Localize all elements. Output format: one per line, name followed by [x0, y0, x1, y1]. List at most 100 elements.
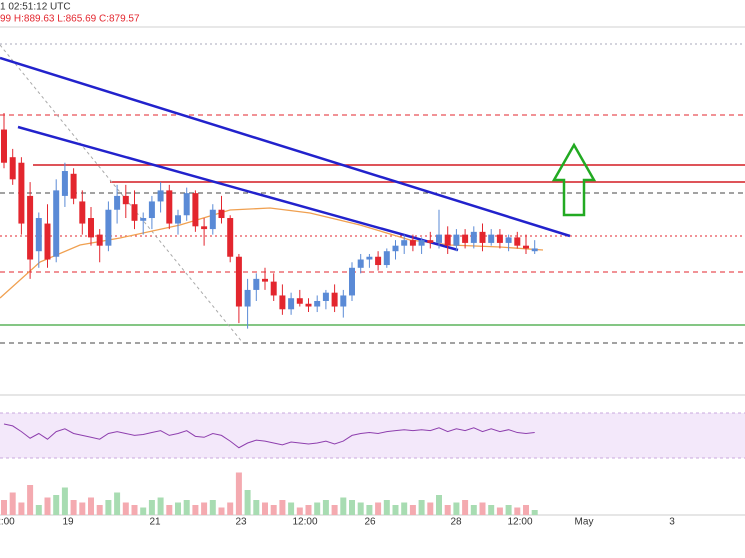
volume-bar — [131, 505, 138, 515]
volume-bar — [140, 507, 147, 515]
volume-bar — [322, 500, 329, 515]
candle-body — [505, 237, 512, 243]
candle-body — [157, 190, 164, 202]
candle-body — [140, 218, 147, 221]
x-tick-label: 26 — [364, 517, 376, 528]
candle-body — [357, 259, 364, 268]
candle-body — [314, 300, 321, 307]
candle-body — [305, 303, 312, 307]
volume-bar — [279, 500, 286, 515]
candle-body — [375, 256, 382, 266]
volume-bar — [105, 500, 112, 515]
candle-body — [192, 193, 199, 227]
volume-bar — [349, 500, 355, 515]
candle-body — [488, 234, 495, 243]
rsi-line — [3, 423, 535, 449]
volume-bar — [96, 505, 103, 515]
volume-bar — [453, 502, 460, 515]
volume-bar — [114, 492, 121, 515]
candle-body — [270, 281, 277, 296]
volume-bar — [27, 485, 34, 515]
candle-body — [35, 218, 42, 252]
candle-body — [131, 204, 138, 221]
candle-body — [279, 295, 286, 310]
volume-bar — [523, 505, 529, 515]
candle-body — [322, 292, 329, 301]
x-tick-label: 23 — [235, 517, 247, 528]
volume-bar — [331, 505, 338, 515]
volume-bar — [418, 500, 425, 515]
volume-bar — [9, 492, 16, 515]
candle-body — [27, 195, 34, 260]
candle-body — [122, 195, 129, 205]
x-tick-label: 12:00 — [292, 517, 317, 528]
volume-bar — [244, 490, 251, 515]
volume-bar — [227, 502, 234, 515]
volume-bar — [488, 505, 495, 515]
volume-bar — [122, 502, 129, 515]
candle-body — [462, 234, 469, 243]
volume-bar — [375, 502, 382, 515]
volume-bar — [305, 505, 312, 515]
volume-bar — [505, 505, 512, 515]
candle-body — [427, 240, 434, 243]
candle-body — [175, 215, 181, 224]
candle-body — [409, 240, 416, 246]
candle-body — [166, 190, 173, 224]
volume-bar — [470, 505, 477, 515]
volume-bar — [53, 495, 60, 515]
candle-body — [209, 209, 216, 230]
candle-body — [18, 162, 25, 224]
volume-bar — [88, 497, 94, 515]
volume-bar — [479, 502, 486, 515]
candle-body — [79, 201, 86, 224]
volume-bar — [209, 500, 216, 515]
volume-bar — [409, 505, 416, 515]
candle-body — [61, 171, 68, 196]
volume-bar — [79, 502, 86, 515]
candle-body — [201, 226, 208, 230]
volume-bar — [357, 502, 364, 515]
candle-body — [470, 231, 477, 243]
candle-body — [53, 190, 60, 257]
volume-bar — [262, 502, 268, 515]
volume-bar — [314, 502, 321, 515]
volume-bar — [270, 505, 277, 515]
candle-body — [383, 251, 390, 266]
candle-body — [436, 234, 442, 243]
trend-line — [17, 125, 459, 252]
volume-bar — [514, 507, 521, 515]
candle-body — [227, 218, 234, 257]
volume-bar — [157, 497, 164, 515]
candle-body — [1, 129, 7, 163]
candle-body — [70, 173, 77, 199]
candle-body — [288, 298, 295, 310]
x-tick-label: May — [575, 517, 594, 528]
candle-body — [183, 193, 190, 216]
candle-body — [114, 195, 121, 210]
volume-bar — [235, 472, 242, 515]
candle-body — [296, 298, 303, 304]
trend-line — [0, 56, 571, 238]
up-arrow — [551, 142, 597, 217]
volume-bar — [148, 500, 155, 515]
candle-body — [218, 209, 225, 219]
volume-bar — [531, 510, 538, 515]
volume-bar — [192, 505, 199, 515]
candle-body — [444, 234, 451, 246]
diagonal-line — [0, 44, 244, 344]
x-tick-label: 12:00 — [507, 517, 532, 528]
candle-body — [331, 292, 338, 307]
volume-bar — [383, 500, 390, 515]
candle-body — [392, 245, 399, 252]
volume-bar — [1, 500, 7, 515]
volume-bar — [166, 505, 173, 515]
candle-body — [244, 289, 251, 307]
candle-body — [148, 201, 155, 219]
volume-bar — [70, 500, 77, 515]
x-tick-label: 19 — [62, 517, 74, 528]
candle-body — [253, 278, 260, 290]
volume-bar — [340, 497, 347, 515]
